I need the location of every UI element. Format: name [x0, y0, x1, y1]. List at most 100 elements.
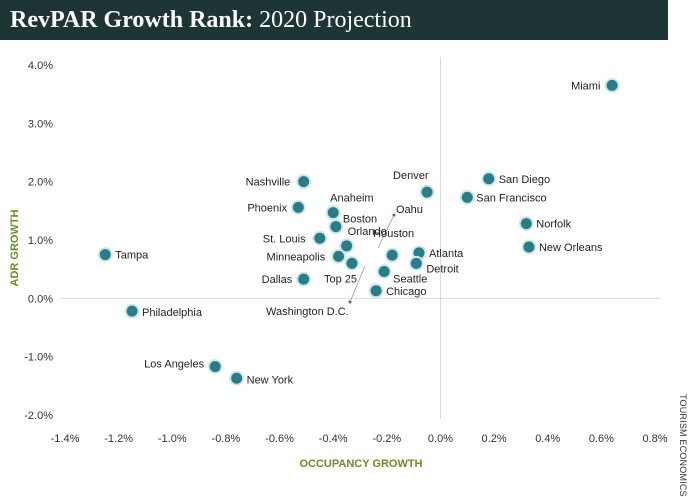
point-marker — [126, 305, 138, 317]
leader-dot-washington-d-c — [348, 300, 352, 304]
point-label-phoenix: Phoenix — [247, 202, 287, 214]
point-marker — [341, 240, 353, 252]
y-tick-label: 3.0% — [28, 118, 53, 130]
point-boston — [328, 219, 344, 235]
point-new-york — [229, 370, 245, 386]
point-label-new-york: New York — [247, 374, 294, 386]
point-detroit — [408, 255, 424, 271]
point-marker — [523, 241, 535, 253]
point-label-chicago: Chicago — [386, 286, 426, 298]
point-label-houston: Houston — [373, 228, 414, 240]
point-marker — [330, 221, 342, 233]
point-norfolk — [518, 216, 534, 232]
y-tick-label: 4.0% — [28, 60, 53, 72]
point-orlando — [339, 238, 355, 254]
point-houston — [384, 247, 400, 263]
point-label-orlando: Orlando — [348, 226, 387, 238]
point-label-san-diego: San Diego — [499, 174, 550, 186]
point-label-seattle: Seattle — [393, 274, 427, 286]
point-phoenix — [290, 199, 306, 215]
point-labels: Miami San Diego Denver San Francisco Nashvil… — [115, 80, 603, 386]
point-label-detroit: Detroit — [426, 263, 458, 275]
leader-dot-oahu — [392, 213, 396, 217]
x-tick-label: -0.2% — [372, 433, 401, 445]
point-san-francisco — [459, 189, 475, 205]
point-philadelphia — [124, 303, 140, 319]
point-label-top-25: Top 25 — [324, 273, 357, 285]
point-label-san-francisco: San Francisco — [476, 192, 546, 204]
point-dallas — [296, 271, 312, 287]
source-credit: TOURISM ECONOMICS — [678, 394, 688, 497]
x-tick-label: -1.0% — [158, 433, 187, 445]
x-tick-label: -1.4% — [51, 433, 80, 445]
point-label-washington-d-c: Washington D.C. — [266, 306, 349, 318]
y-tick-labels: 4.0% 3.0% 2.0% 1.0% 0.0% -1.0% -2.0% — [24, 60, 53, 422]
point-marker — [461, 191, 473, 203]
point-marker — [298, 273, 310, 285]
point-label-anaheim: Anaheim — [330, 193, 373, 205]
point-top-25 — [344, 255, 360, 271]
x-tick-labels: -1.4% -1.2% -1.0% -0.8% -0.6% -0.4% -0.2% 0.0% 0… — [51, 433, 668, 445]
point-marker — [520, 218, 532, 230]
point-nashville — [296, 174, 312, 190]
point-label-minneapolis: Minneapolis — [267, 251, 326, 263]
x-tick-label: 0.6% — [589, 433, 614, 445]
point-minneapolis — [331, 248, 347, 264]
y-tick-label: 2.0% — [28, 177, 53, 189]
point-label-denver: Denver — [393, 170, 429, 182]
point-label-miami: Miami — [571, 80, 600, 92]
x-tick-label: -0.8% — [212, 433, 241, 445]
y-tick-label: 1.0% — [28, 235, 53, 247]
point-marker — [327, 207, 339, 219]
point-label-los-angeles: Los Angeles — [144, 359, 204, 371]
point-marker — [231, 372, 243, 384]
point-miami — [604, 77, 620, 93]
data-points — [97, 77, 620, 386]
point-label-boston: Boston — [343, 214, 377, 226]
chart-title: RevPAR Growth Rank: 2020 Projection — [10, 7, 412, 34]
point-marker — [333, 250, 345, 262]
chart-title-main: RevPAR Growth Rank: — [10, 7, 254, 33]
leader-lines — [348, 213, 396, 304]
leader-line-oahu — [377, 214, 395, 249]
chart-title-sub: 2020 Projection — [259, 7, 412, 33]
point-marker — [378, 266, 390, 277]
point-label-tampa: Tampa — [115, 250, 149, 262]
point-st-louis — [312, 230, 328, 246]
point-label-atlanta: Atlanta — [429, 248, 464, 260]
x-tick-label: 0.8% — [642, 433, 667, 445]
point-anaheim — [325, 205, 341, 221]
point-marker — [483, 173, 495, 185]
point-label-oahu: Oahu — [396, 204, 423, 216]
point-marker — [410, 257, 422, 269]
x-tick-label: 0.0% — [428, 433, 453, 445]
point-marker — [314, 232, 326, 244]
point-label-dallas: Dallas — [262, 274, 293, 286]
point-seattle — [376, 264, 392, 279]
point-marker — [413, 247, 425, 259]
point-tampa — [97, 247, 113, 263]
point-marker — [421, 186, 433, 198]
point-new-orleans — [521, 239, 537, 255]
point-los-angeles — [207, 359, 223, 375]
point-marker — [370, 285, 382, 297]
y-tick-label: -2.0% — [24, 410, 53, 422]
point-denver — [419, 184, 435, 200]
x-tick-label: 0.2% — [482, 433, 507, 445]
point-marker — [606, 79, 618, 91]
point-marker — [386, 249, 398, 261]
point-chicago — [368, 283, 384, 299]
point-marker — [298, 176, 310, 188]
y-tick-label: -1.0% — [24, 352, 53, 364]
point-label-norfolk: Norfolk — [536, 219, 571, 231]
point-label-new-orleans: New Orleans — [539, 242, 603, 254]
y-axis-title: ADR GROWTH — [9, 209, 21, 286]
x-axis-title: OCCUPANCY GROWTH — [299, 458, 422, 470]
x-tick-label: 0.4% — [535, 433, 560, 445]
point-label-nashville: Nashville — [246, 177, 291, 189]
title-bar: RevPAR Growth Rank: 2020 Projection — [0, 0, 668, 40]
scatter-chart: 4.0% 3.0% 2.0% 1.0% 0.0% -1.0% -2.0% -1.4% -1.2… — [9, 57, 668, 470]
point-label-st-louis: St. Louis — [263, 233, 306, 245]
x-tick-label: -1.2% — [104, 433, 133, 445]
point-label-philadelphia: Philadelphia — [142, 307, 203, 319]
